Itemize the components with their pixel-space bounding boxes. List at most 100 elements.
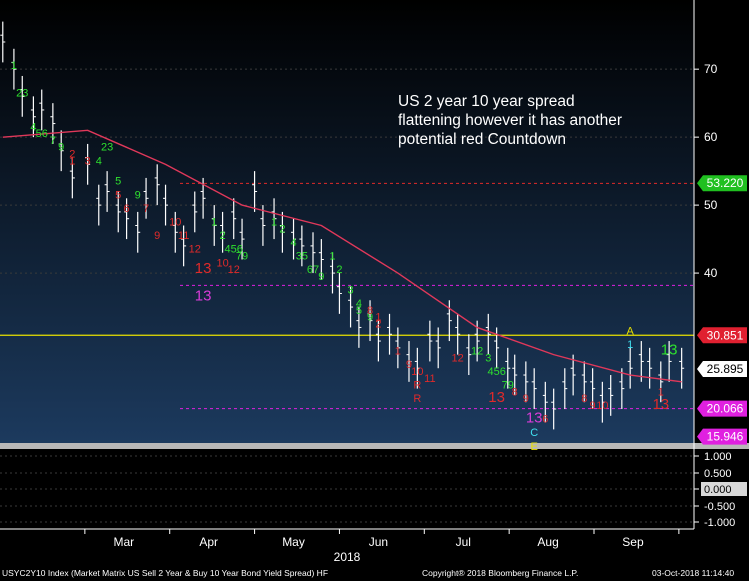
marker-label: 8 [512, 386, 518, 398]
price-tag-label: 20.066 [707, 402, 744, 416]
marker-label: 67 [307, 264, 319, 276]
marker-label: 1 [395, 346, 401, 358]
marker-label: 5 [356, 305, 362, 317]
marker-label: 1 [329, 250, 335, 262]
footer-copyright: Copyright® 2018 Bloomberg Finance L.P. [422, 568, 579, 578]
x-tick-label: Jun [369, 535, 388, 549]
marker-label: 11 [178, 230, 189, 242]
y-tick-label: 70 [704, 62, 718, 76]
x-tick-label: Sep [622, 535, 644, 549]
marker-label: 23 [16, 87, 28, 99]
price-tag [697, 400, 747, 417]
x-axis-ticks: Mar Apr May Jun Jul Aug Sep [84, 529, 680, 549]
price-tag-label: 53.220 [707, 176, 744, 190]
price-tag-label: 25.895 [707, 362, 744, 376]
marker-label: 456 [487, 366, 505, 378]
marker-label: 9 [154, 230, 160, 242]
marker-label: 1 [11, 60, 17, 72]
lower-tick-label: -0.500 [704, 501, 735, 513]
price-tags: 53.220 30.851 25.895 20.066 15.946 [697, 175, 747, 445]
reference-lines [0, 182, 694, 410]
marker-label: 9 [58, 142, 64, 154]
x-tick-label: Apr [199, 535, 218, 549]
marker-label: 8 [367, 305, 373, 317]
marker-label: 79 [236, 250, 248, 262]
marker-label: E [531, 441, 538, 453]
lower-last-value-tag [701, 482, 747, 496]
marker-label: 11 [424, 373, 435, 385]
marker-label: 12 [452, 352, 464, 364]
marker-label: 2 [336, 264, 342, 276]
marker-label: 2 [69, 149, 75, 161]
marker-label: 13 [195, 287, 212, 304]
footer-bar: USYC2Y10 Index (Market Matrix US Sell 2 … [0, 567, 749, 581]
marker-label: 3 [85, 155, 91, 167]
marker-label: 1 [658, 386, 664, 398]
marker-label: 13 [488, 389, 505, 406]
marker-label: 1 [211, 217, 217, 229]
marker-label: 10 [216, 257, 228, 269]
marker-label: 456 [225, 244, 243, 256]
marker-label: 9 [318, 271, 324, 283]
marker-label: 4 [290, 237, 296, 249]
marker-label: 10 [169, 217, 181, 229]
grid-lines [0, 68, 694, 274]
footer-security-description: USYC2Y10 Index (Market Matrix US Sell 2 … [2, 568, 329, 578]
marker-label: 35 [296, 250, 308, 262]
price-tag-label: 15.946 [707, 430, 744, 444]
marker-label: 3 [348, 284, 354, 296]
marker-label: 2 [220, 230, 226, 242]
marker-label: 6 [542, 414, 548, 426]
price-bars [0, 21, 685, 430]
marker-label: 2 [375, 318, 381, 330]
marker-label: 4 [356, 298, 362, 310]
marker-label: 56 [36, 128, 48, 140]
price-tag [697, 428, 747, 445]
marker-label: 2 [279, 223, 285, 235]
moving-average-line [2, 129, 682, 383]
x-tick-label: Jul [456, 535, 471, 549]
chart-annotation: US 2 year 10 year spread flattening howe… [398, 93, 623, 148]
y-tick-label: 40 [704, 266, 718, 280]
marker-label: 9 [406, 359, 412, 371]
marker-label: 12 [189, 244, 201, 256]
x-tick-label: May [282, 535, 305, 549]
marker-label: 12 [228, 264, 240, 276]
marker-label: 5 [115, 189, 121, 201]
marker-label: 9 [523, 393, 529, 405]
x-tick-label: Mar [113, 535, 134, 549]
price-tag-label: 30.851 [707, 328, 744, 342]
marker-label: 13 [526, 410, 543, 427]
marker-label: 3 [485, 352, 491, 364]
lower-tick-label: 0.000 [704, 484, 732, 496]
marker-label: 6 [124, 203, 130, 215]
marker-label: 9 [367, 312, 373, 324]
marker-label: 4 [30, 121, 36, 133]
moving-average [2, 129, 682, 383]
y-axis-ticks: 40 50 60 70 [694, 62, 718, 280]
marker-label: 12 [471, 346, 483, 358]
marker-label: 10 [411, 366, 423, 378]
marker-label: 8 [581, 393, 587, 405]
marker-label: 7 [143, 203, 149, 215]
x-axis-year: 2018 [334, 550, 361, 564]
marker-label: R [413, 393, 421, 405]
y-tick-label: 50 [704, 198, 718, 212]
marker-label: 4 [96, 155, 102, 167]
marker-label: 13 [195, 260, 212, 277]
marker-label: C [530, 427, 538, 439]
marker-label: 10 [596, 400, 608, 412]
price-tag [697, 327, 747, 344]
marker-label: 1 [271, 217, 277, 229]
marker-label: 13 [652, 396, 669, 413]
price-tag [697, 175, 747, 192]
y-tick-label: 60 [704, 130, 718, 144]
marker-label: 23 [101, 142, 113, 154]
marker-label: A [627, 325, 635, 337]
price-tag [697, 360, 747, 377]
marker-label: 7 [50, 135, 56, 147]
marker-label: R [413, 380, 421, 392]
